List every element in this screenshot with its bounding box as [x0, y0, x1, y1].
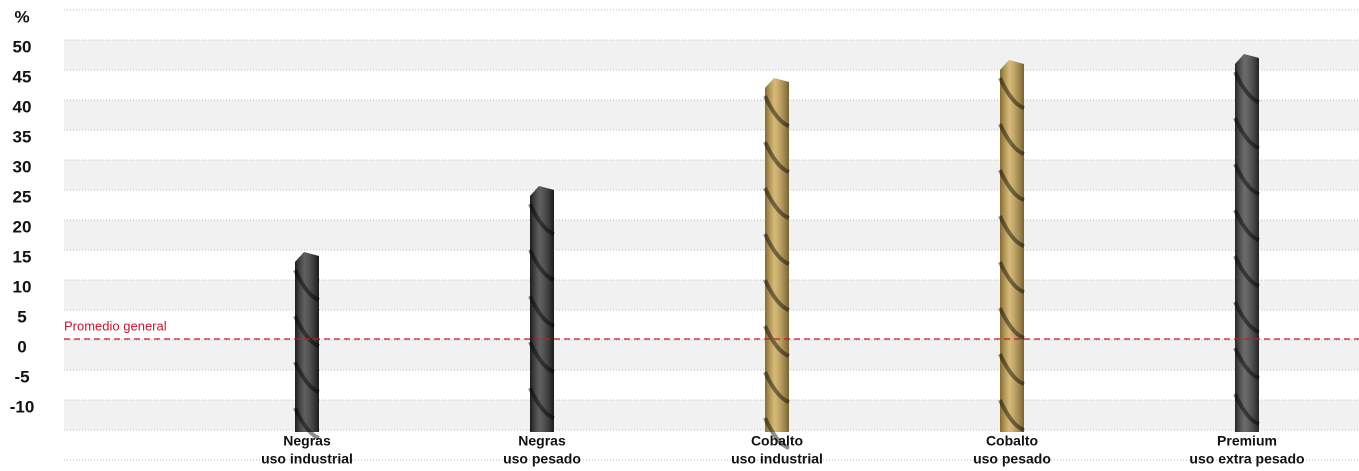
band [64, 220, 1359, 250]
x-tick-label: Premium [1217, 433, 1277, 449]
flute [293, 361, 320, 394]
y-tick-label: 10 [13, 277, 32, 296]
band [64, 160, 1359, 190]
y-tick-label: -5 [14, 367, 29, 386]
y-tick-label: 25 [13, 187, 32, 206]
bar-shade [530, 186, 554, 432]
flute [528, 341, 555, 374]
bar-shade [295, 252, 319, 432]
flute [1233, 209, 1260, 242]
flute [763, 233, 790, 266]
y-tick-label: 0 [17, 337, 26, 356]
x-tick-label: uso industrial [731, 451, 823, 467]
y-tick-label: 50 [13, 37, 32, 56]
flute [998, 123, 1025, 156]
flute [763, 141, 790, 174]
flute [528, 295, 555, 328]
flute [1233, 117, 1260, 150]
y-tick-label: 45 [13, 67, 32, 86]
flute [998, 77, 1025, 110]
reference-label: Promedio general [64, 318, 167, 333]
bar-shade [765, 78, 789, 432]
y-tick-label: 35 [13, 127, 32, 146]
x-tick-label: uso industrial [261, 451, 353, 467]
x-tick-label: Cobalto [751, 433, 803, 449]
band [64, 400, 1359, 430]
band [64, 340, 1359, 370]
flute [293, 407, 320, 440]
flute [293, 315, 320, 348]
flute [528, 387, 555, 420]
flute [1233, 301, 1260, 334]
flute [528, 203, 555, 236]
y-tick-label: 15 [13, 247, 32, 266]
y-tick-label: 30 [13, 157, 32, 176]
y-tick-label: 20 [13, 217, 32, 236]
flute [763, 325, 790, 358]
band [64, 280, 1359, 310]
flute [528, 249, 555, 282]
y-tick-label: 40 [13, 97, 32, 116]
bar-shade [1235, 54, 1259, 432]
x-tick-label: Negras [283, 433, 331, 449]
flute [998, 261, 1025, 294]
flute [1233, 255, 1260, 288]
flute [1233, 71, 1260, 104]
flute [998, 215, 1025, 248]
x-tick-label: uso pesado [973, 451, 1051, 467]
y-tick-label: 5 [17, 307, 26, 326]
flute [1233, 347, 1260, 380]
flute [998, 353, 1025, 386]
flute [998, 307, 1025, 340]
x-tick-label: Negras [518, 433, 566, 449]
x-tick-label: uso extra pesado [1189, 451, 1304, 467]
flute [763, 371, 790, 404]
flute [1233, 163, 1260, 196]
flute [998, 169, 1025, 202]
band [64, 100, 1359, 130]
band [64, 40, 1359, 70]
y-tick-label: -10 [10, 397, 35, 416]
y-unit: % [14, 7, 29, 26]
flute [1233, 393, 1260, 426]
flute [763, 417, 790, 450]
flute [998, 399, 1025, 432]
x-tick-label: uso pesado [503, 451, 581, 467]
x-tick-label: Cobalto [986, 433, 1038, 449]
flute [763, 187, 790, 220]
flute [763, 95, 790, 128]
flute [763, 279, 790, 312]
flute [293, 269, 320, 302]
